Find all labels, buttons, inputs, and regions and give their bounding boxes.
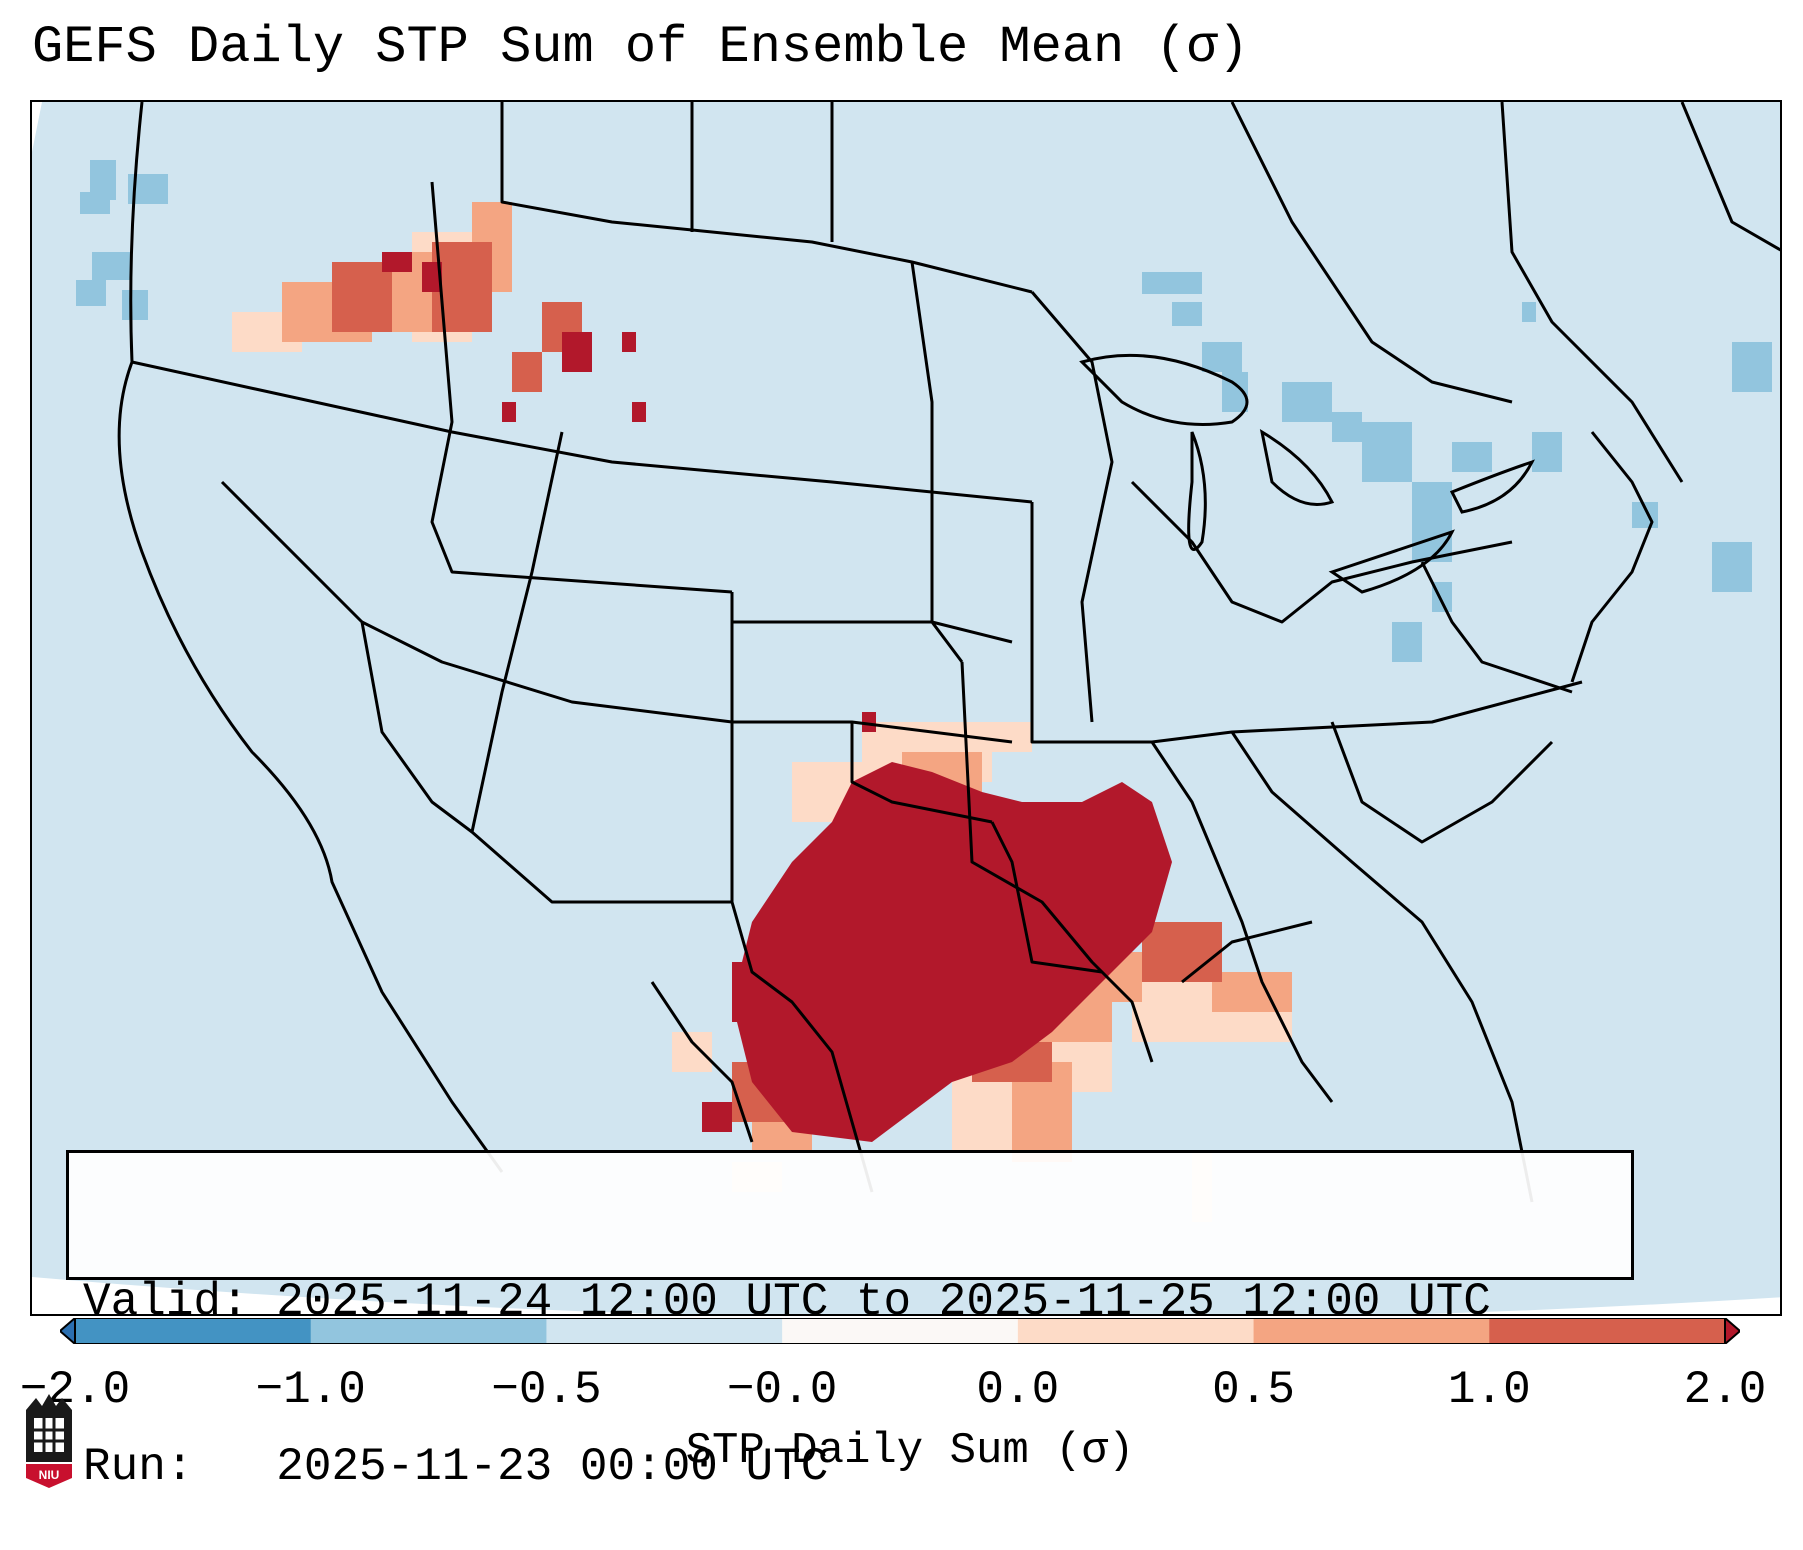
colorbar-tick: 0.0 bbox=[976, 1364, 1060, 1416]
colorbar-extend-high bbox=[1724, 1318, 1740, 1344]
colorbar-segment bbox=[310, 1318, 547, 1344]
colorbar-segment bbox=[546, 1318, 783, 1344]
colorbar-tick: 0.5 bbox=[1212, 1364, 1295, 1416]
colorbar-segment bbox=[1017, 1318, 1255, 1344]
colorbar-tick: −1.0 bbox=[255, 1364, 366, 1416]
colorbar-tick: −0.0 bbox=[726, 1364, 838, 1416]
colorbar bbox=[60, 1318, 1740, 1344]
colorbar-segment bbox=[1253, 1318, 1490, 1344]
colorbar-outline bbox=[74, 1318, 1726, 1344]
colorbar-segment bbox=[1489, 1318, 1726, 1344]
map-canvas bbox=[32, 102, 1780, 1314]
colorbar-tick: 2.0 bbox=[1683, 1364, 1767, 1416]
state-boundaries bbox=[117, 102, 1780, 1203]
map-title: GEFS Daily STP Sum of Ensemble Mean (σ) bbox=[32, 18, 1249, 77]
map-panel[interactable] bbox=[30, 100, 1782, 1316]
colorbar-tick: −0.5 bbox=[491, 1364, 602, 1416]
valid-run-info-box: Valid: 2025-11-24 12:00 UTC to 2025-11-2… bbox=[66, 1150, 1634, 1493]
colorbar-segment bbox=[75, 1318, 312, 1344]
niu-logo-text: NIU bbox=[39, 1468, 60, 1482]
negative-anomaly-cells bbox=[76, 160, 1772, 662]
colorbar-segment bbox=[782, 1318, 1019, 1344]
colorbar-extend-low bbox=[60, 1318, 76, 1344]
colorbar-tick: 1.0 bbox=[1447, 1364, 1531, 1416]
colorbar-label: STP Daily Sum (σ) bbox=[685, 1426, 1135, 1476]
colorbar-segments bbox=[60, 1318, 1740, 1344]
run-time-text: Run: 2025-11-23 00:00 UTC bbox=[83, 1441, 829, 1493]
domain-background bbox=[32, 102, 1780, 1314]
great-lakes bbox=[1079, 353, 1535, 594]
max-positive-region bbox=[382, 252, 1172, 1142]
niu-logo: NIU bbox=[26, 1394, 72, 1488]
